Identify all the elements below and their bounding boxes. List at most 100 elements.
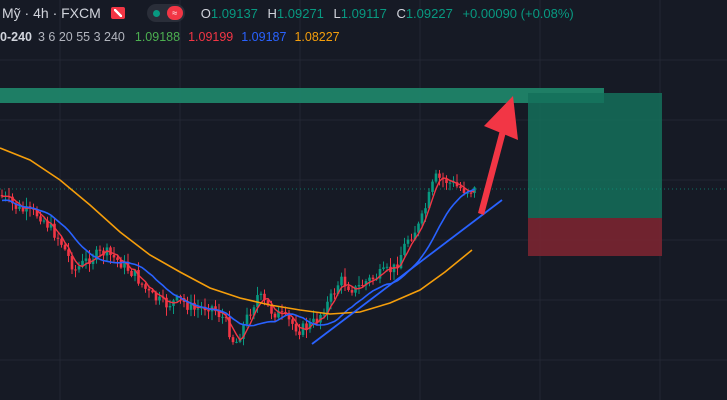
candle-body [189, 302, 193, 310]
candle-body [60, 238, 63, 245]
ohlc-high-value: 1.09271 [276, 5, 324, 21]
wave-icon: ≈ [166, 6, 183, 20]
candle-body [462, 188, 466, 193]
candle-body [333, 293, 336, 295]
candle-body [270, 305, 273, 314]
candle-body [322, 314, 326, 316]
position-target-zone[interactable] [528, 93, 662, 218]
candle-body [70, 255, 74, 270]
price-change: +0.00090 (+0.08%) [462, 5, 574, 21]
candle-body [144, 284, 147, 289]
support-trendline[interactable] [311, 199, 503, 345]
candle-body [357, 284, 361, 287]
candle-body [235, 341, 238, 343]
candle-body [42, 220, 46, 222]
candle-body [137, 269, 140, 284]
candle-body [406, 239, 410, 244]
candle-body [11, 196, 14, 204]
ohlc-close-value: 1.09227 [405, 5, 453, 21]
candle-body [252, 307, 256, 316]
indicator-name[interactable]: 0-240 [0, 30, 32, 44]
flag-icon[interactable] [110, 7, 125, 19]
candle-body [396, 264, 399, 269]
ohlc-readout: O1.09137 H1.09271 L1.09117 C1.09227 +0.0… [201, 6, 580, 21]
candle-body [312, 318, 315, 322]
candle-body [175, 295, 179, 301]
candle-body [410, 239, 413, 241]
position-stop-zone[interactable] [528, 218, 662, 256]
candle-body [413, 232, 417, 240]
candle-body [242, 324, 245, 340]
candle-body [35, 209, 39, 217]
candle-body [49, 223, 53, 228]
indicator-legend[interactable]: 0-240 3 6 20 55 3 240 1.09188 1.09199 1.… [0, 29, 348, 45]
candle-body [18, 206, 21, 209]
resistance-zone[interactable] [0, 88, 604, 103]
candle-body [224, 316, 228, 318]
candle-body [378, 269, 382, 279]
candle-body [427, 191, 431, 209]
candle-body [256, 295, 259, 308]
candle-body [326, 301, 329, 315]
candle-body [112, 254, 116, 258]
up-arrow-icon[interactable] [478, 96, 518, 215]
candle-body [294, 323, 298, 332]
candle-body [207, 310, 210, 312]
candle-body [140, 283, 144, 285]
candle-body [168, 305, 172, 308]
candle-body [466, 192, 469, 194]
candle-body [151, 290, 154, 293]
candle-body [361, 284, 364, 286]
ma-fast-line[interactable] [1, 177, 475, 342]
candle-body [287, 312, 291, 320]
candle-body [263, 293, 266, 301]
candle-body [448, 182, 452, 184]
candle-body [165, 297, 168, 308]
candle-body [438, 173, 441, 178]
candle-body [417, 223, 420, 233]
market-status-toggle[interactable]: ≈ [146, 4, 185, 22]
symbol-title[interactable]: Mỹ · 4h · FXCM [2, 5, 101, 21]
candle-body [21, 206, 25, 212]
candle-body [196, 308, 200, 310]
candle-body [452, 182, 455, 184]
candle-body [109, 247, 112, 255]
candle-body [186, 301, 189, 310]
candle-body [81, 260, 84, 267]
candle-body [133, 269, 137, 276]
market-open-dot-icon [152, 9, 160, 17]
candle-body [350, 290, 354, 293]
candle-body [39, 216, 42, 222]
candle-body [0, 195, 4, 197]
candle-body [266, 300, 270, 306]
indicator-value-ma1: 1.09188 [134, 30, 181, 44]
candle-body [95, 249, 98, 260]
candle-body [245, 314, 249, 325]
candle-body [315, 318, 319, 323]
candle-body [305, 323, 308, 330]
candle-body [469, 192, 473, 194]
candle-body [431, 181, 434, 192]
candle-body [98, 249, 102, 251]
indicator-value-ma3: 1.09187 [241, 30, 287, 44]
candle-body [329, 293, 333, 302]
candle-body [291, 319, 294, 324]
ohlc-low-value: 1.09117 [340, 5, 387, 21]
candle-body [340, 276, 343, 286]
candle-body [473, 187, 476, 194]
candle-body [277, 311, 280, 318]
candle-body [77, 266, 81, 270]
candle-body [385, 266, 389, 268]
candle-body [434, 173, 438, 182]
ma-slow-line[interactable] [0, 147, 473, 315]
candle-body [74, 269, 77, 271]
candle-body [126, 261, 130, 271]
candle-body [308, 321, 312, 330]
indicator-value-ma2: 1.09199 [188, 30, 234, 44]
candle-body [364, 281, 368, 286]
candle-body [280, 311, 284, 313]
candle-body [298, 331, 301, 335]
candle-body [420, 213, 424, 224]
ohlc-low-label: L [333, 5, 341, 21]
